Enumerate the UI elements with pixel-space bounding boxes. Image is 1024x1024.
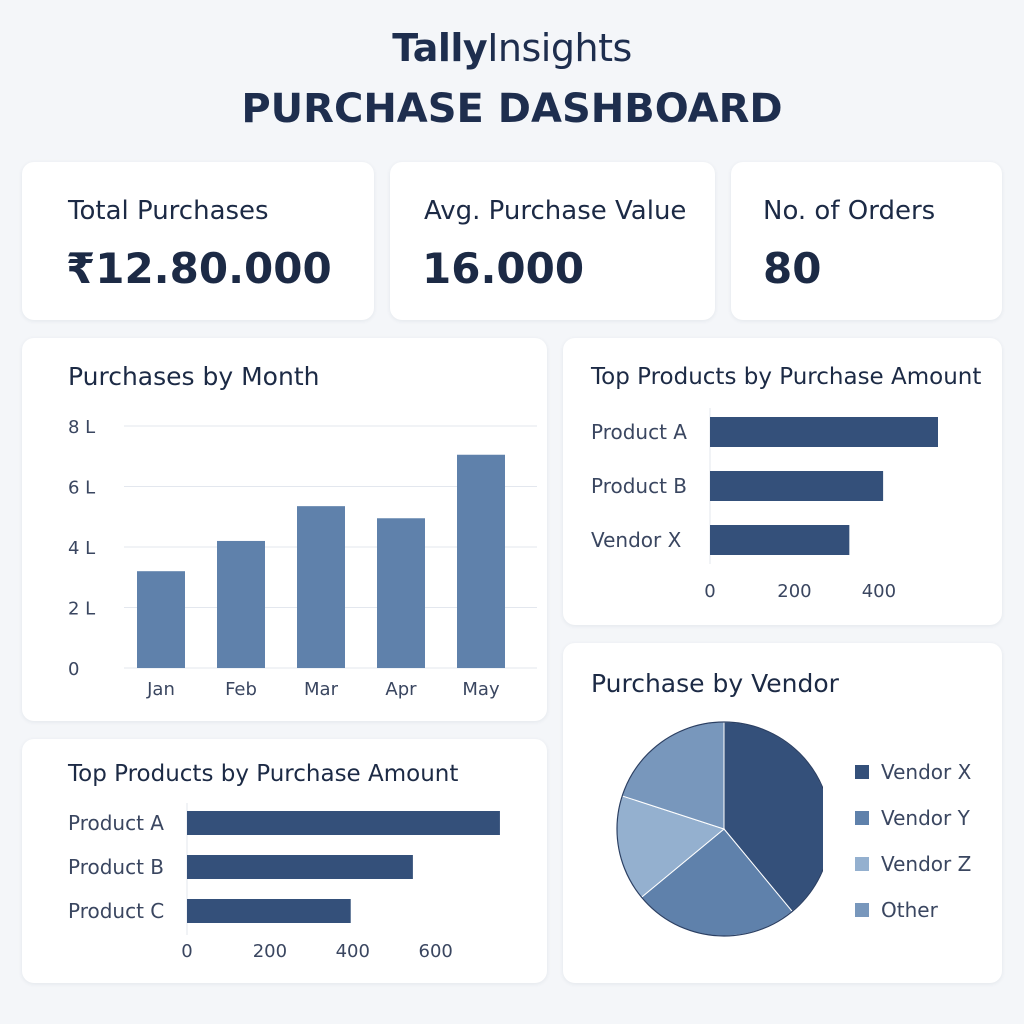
purchase-by-vendor-pie xyxy=(616,721,823,937)
legend-item: Vendor X xyxy=(855,749,971,795)
x-tick-label: Mar xyxy=(304,679,339,700)
bar-may xyxy=(457,454,505,668)
kpi-label: Avg. Purchase Value xyxy=(424,196,687,226)
kpi-value: 16.000 xyxy=(422,244,585,293)
x-tick-label: 200 xyxy=(253,941,287,962)
brand-name-bold: Tally xyxy=(392,26,488,70)
pie-legend: Vendor X Vendor Y Vendor Z Other xyxy=(855,749,971,933)
chart-title: Top Products by Purchase Amount xyxy=(591,364,982,390)
bar-product-a xyxy=(710,417,938,447)
legend-item: Vendor Z xyxy=(855,841,971,887)
x-tick-label: May xyxy=(462,679,500,700)
y-tick-label: 8 L xyxy=(68,417,95,438)
pie-outline xyxy=(616,721,823,937)
category-label: Product A xyxy=(68,811,164,835)
x-tick-label: 0 xyxy=(704,581,715,602)
x-tick-label: Feb xyxy=(225,679,257,700)
category-label: Product B xyxy=(591,474,687,498)
purchases-by-month-chart: 0 2 L 4 L 6 L 8 L Jan Feb Mar Apr May xyxy=(68,417,537,700)
legend-swatch xyxy=(855,811,869,825)
x-tick-label: 200 xyxy=(777,581,811,602)
legend-swatch xyxy=(855,765,869,779)
chart-title: Purchases by Month xyxy=(68,362,320,391)
y-tick-label: 0 xyxy=(68,659,79,680)
purchases-by-month-card: Purchases by Month 0 2 L 4 L 6 L 8 L Jan Feb Ma… xyxy=(22,338,547,721)
chart-title: Top Products by Purchase Amount xyxy=(68,761,459,787)
purchase-by-vendor-card: Purchase by Vendor Vendor X Vendor Y Vendo… xyxy=(563,643,1002,983)
top-products-card-right: Top Products by Purchase Amount Product … xyxy=(563,338,1002,625)
legend-label: Vendor X xyxy=(881,760,972,784)
category-label: Product A xyxy=(591,420,687,444)
x-tick-label: 400 xyxy=(862,581,896,602)
legend-label: Vendor Z xyxy=(881,852,972,876)
legend-swatch xyxy=(855,903,869,917)
category-label: Vendor X xyxy=(591,528,682,552)
category-label: Product C xyxy=(68,899,164,923)
top-products-card-left: Top Products by Purchase Amount Product … xyxy=(22,739,547,983)
brand-logo: TallyInsights xyxy=(0,26,1024,70)
top-products-chart-right: Product A Product B Vendor X 0 200 400 xyxy=(591,408,938,602)
kpi-card-no-of-orders: No. of Orders 80 xyxy=(731,162,1002,320)
x-tick-label: Jan xyxy=(146,679,175,700)
kpi-card-total-purchases: Total Purchases ₹12.80.000 xyxy=(22,162,374,320)
kpi-label: No. of Orders xyxy=(763,196,936,226)
bar-mar xyxy=(297,506,345,668)
bar-feb xyxy=(217,540,265,668)
bar-apr xyxy=(377,518,425,668)
brand-name-regular: Insights xyxy=(487,26,632,70)
x-tick-label: 400 xyxy=(336,941,370,962)
bar-vendor-x xyxy=(710,525,850,555)
bar-product-c xyxy=(187,899,351,923)
chart-title: Purchase by Vendor xyxy=(591,669,839,698)
bar-product-b xyxy=(710,471,884,501)
kpi-card-avg-purchase-value: Avg. Purchase Value 16.000 xyxy=(390,162,715,320)
legend-label: Vendor Y xyxy=(881,806,970,830)
bar-product-b xyxy=(187,855,413,879)
x-tick-label: 0 xyxy=(181,941,192,962)
y-tick-label: 2 L xyxy=(68,599,95,620)
legend-label: Other xyxy=(881,898,938,922)
legend-item: Vendor Y xyxy=(855,795,971,841)
y-tick-label: 6 L xyxy=(68,478,95,499)
x-tick-label: Apr xyxy=(385,679,417,700)
top-products-chart-left: Product A Product B Product C 0 200 400 600 xyxy=(68,803,500,962)
legend-item: Other xyxy=(855,887,971,933)
bar-jan xyxy=(137,571,185,668)
legend-swatch xyxy=(855,857,869,871)
category-label: Product B xyxy=(68,855,164,879)
kpi-label: Total Purchases xyxy=(68,196,269,226)
x-tick-label: 600 xyxy=(419,941,453,962)
page-title: PURCHASE DASHBOARD xyxy=(241,86,783,132)
bar-product-a xyxy=(187,811,500,835)
y-tick-label: 4 L xyxy=(68,538,95,559)
kpi-value: 80 xyxy=(763,244,822,293)
kpi-value: ₹12.80.000 xyxy=(66,244,332,293)
